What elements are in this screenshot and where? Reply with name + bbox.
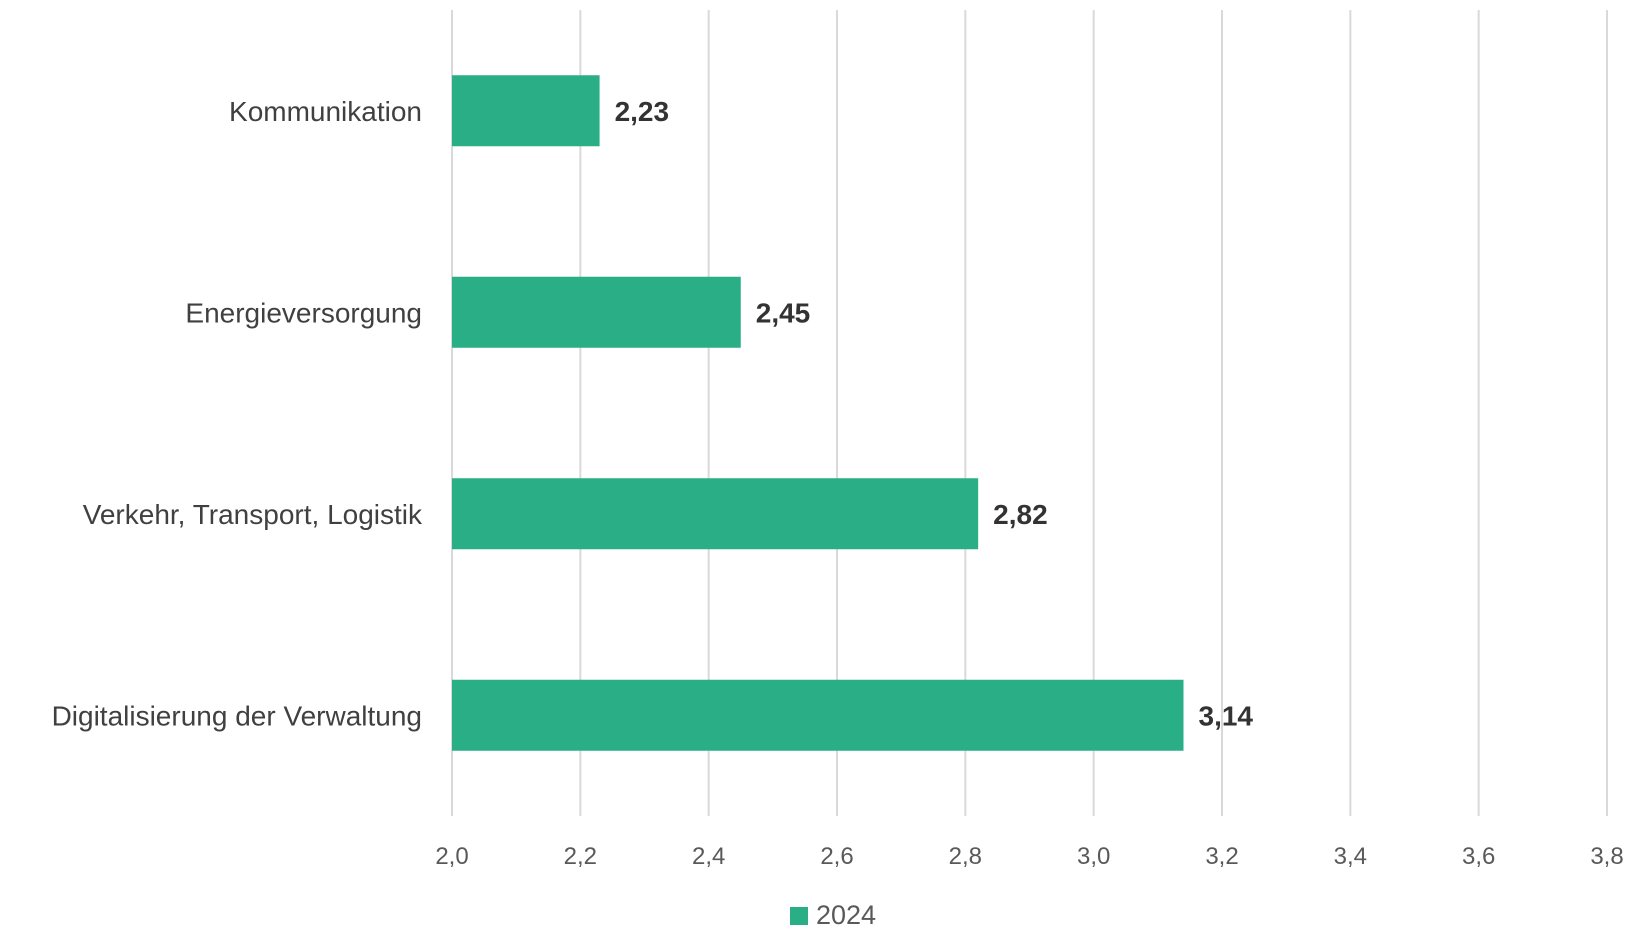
value-labels: 2,23 2,45 2,82 3,14 xyxy=(615,96,1254,732)
category-label: Verkehr, Transport, Logistik xyxy=(83,499,423,530)
x-tick-label: 3,4 xyxy=(1334,843,1367,870)
category-label: Energieversorgung xyxy=(185,297,422,328)
x-tick-label: 3,8 xyxy=(1590,843,1623,870)
value-label: 2,45 xyxy=(756,297,811,328)
legend: 2024 xyxy=(790,900,876,929)
legend-swatch-2024 xyxy=(790,907,808,925)
x-tick-label: 3,2 xyxy=(1205,843,1238,870)
category-label: Kommunikation xyxy=(229,96,422,127)
bar-4 xyxy=(452,679,1184,751)
x-tick-label: 2,2 xyxy=(564,843,597,870)
value-label: 2,82 xyxy=(993,499,1048,530)
x-tick-label: 2,6 xyxy=(820,843,853,870)
value-label: 3,14 xyxy=(1199,700,1254,731)
category-label: Digitalisierung der Verwaltung xyxy=(52,700,422,731)
bar-3 xyxy=(452,478,979,550)
legend-label-2024: 2024 xyxy=(816,900,876,929)
bar-2 xyxy=(452,276,741,348)
x-tick-label: 3,6 xyxy=(1462,843,1495,870)
x-tick-label: 2,8 xyxy=(949,843,982,870)
x-tick-label: 3,0 xyxy=(1077,843,1110,870)
value-label: 2,23 xyxy=(615,96,670,127)
x-tick-label: 2,4 xyxy=(692,843,725,870)
x-tick-label: 2,0 xyxy=(435,843,468,870)
bar-1 xyxy=(452,75,600,147)
bars xyxy=(452,75,1184,751)
category-labels: Kommunikation Energieversorgung Verkehr, T… xyxy=(52,96,423,732)
x-axis-tick-labels: 2,0 2,2 2,4 2,6 2,8 3,0 3,2 3,4 3,6 3,8 xyxy=(435,843,1623,870)
